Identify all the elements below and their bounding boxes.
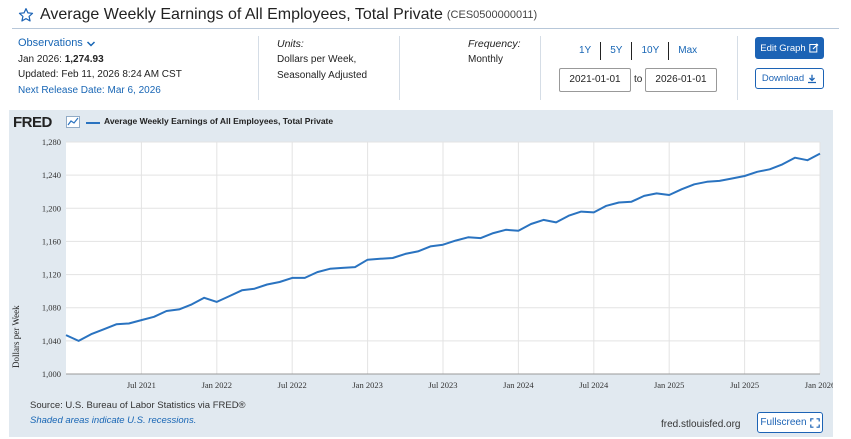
date-to-label: to [634,74,643,85]
frequency-label: Frequency: [468,38,521,50]
legend-swatch [86,122,100,124]
y-tick-label: 1,080 [42,303,61,313]
start-date-input[interactable]: 2021-01-01 [559,68,631,92]
title-row: Average Weekly Earnings of All Employees… [18,4,537,26]
units-line1: Dollars per Week, [277,54,357,65]
legend-label: Average Weekly Earnings of All Employees… [104,116,334,126]
y-tick-label: 1,120 [42,270,61,280]
x-tick-label: Jan 2022 [202,380,232,390]
y-tick-label: 1,240 [42,170,61,180]
x-tick-label: Jul 2024 [579,380,609,390]
divider [540,36,541,100]
header-divider [12,28,839,29]
units-line2: Seasonally Adjusted [277,70,368,81]
range-buttons: 1Y 5Y 10Y Max [570,42,706,60]
x-tick-label: Jan 2023 [352,380,382,390]
units-label: Units: [277,38,304,50]
y-tick-label: 1,000 [42,369,61,379]
y-tick-label: 1,200 [42,203,61,213]
edit-icon [809,43,819,53]
observations-panel: Observations Jan 2026: 1,274.93 Updated:… [18,36,182,98]
next-release-link[interactable]: Next Release Date: Mar 6, 2026 [18,84,161,96]
x-tick-label: Jan 2024 [503,380,534,390]
line-chart[interactable]: 1,000 1,040 1,080 1,120 1,160 1,200 1,240 1,280… [9,110,833,437]
updated-text: Updated: Feb 11, 2026 8:24 AM CST [18,69,182,80]
y-tick-label: 1,040 [42,336,61,346]
range-1y-button[interactable]: 1Y [579,45,592,56]
x-tick-label: Jul 2025 [730,380,759,390]
fullscreen-label: Fullscreen [760,417,807,428]
range-5y-button[interactable]: 5Y [600,42,631,60]
observation-date: Jan 2026: [18,53,62,65]
y-tick-label: 1,160 [42,236,61,246]
observation-value: 1,274.93 [64,53,104,65]
fred-url: fred.stlouisfed.org [661,419,741,430]
series-line[interactable] [65,152,821,342]
x-tick-label: Jul 2021 [127,380,156,390]
range-max-button[interactable]: Max [668,42,706,60]
star-icon[interactable] [18,7,34,23]
observations-dropdown[interactable]: Observations [18,36,182,52]
units-panel: Units: Dollars per Week, Seasonally Adju… [277,36,367,84]
edit-graph-button[interactable]: Edit Graph [755,37,824,59]
observations-label: Observations [18,37,83,49]
fullscreen-button[interactable]: Fullscreen [757,412,823,433]
divider [399,36,400,100]
chart-panel: 1,000 1,040 1,080 1,120 1,160 1,200 1,240 1,280… [9,110,833,437]
x-tick-label: Jan 2025 [654,380,684,390]
download-label: Download [761,73,805,84]
chevron-down-icon [86,41,95,47]
download-icon [808,74,817,83]
download-button[interactable]: Download [755,68,824,89]
frequency-panel: Frequency: Monthly [468,36,521,68]
x-tick-label: Jan 2026 [805,380,833,390]
y-axis-title: Dollars per Week [11,305,21,368]
divider [737,36,738,100]
x-tick-label: Jul 2022 [278,380,307,390]
recession-note-link[interactable]: Shaded areas indicate U.S. recessions. [30,415,197,426]
source-text: Source: U.S. Bureau of Labor Statistics … [30,400,246,411]
edit-graph-label: Edit Graph [760,42,806,54]
chart-icon [66,116,80,128]
page-title: Average Weekly Earnings of All Employees… [40,6,443,23]
x-tick-label: Jul 2023 [428,380,457,390]
range-10y-button[interactable]: 10Y [631,42,668,60]
fred-logo: FRED [13,114,52,131]
fullscreen-icon [809,417,820,428]
frequency-value: Monthly [468,54,504,65]
series-id: (CES0500000011) [446,9,538,21]
divider [258,36,259,100]
end-date-input[interactable]: 2026-01-01 [645,68,717,92]
y-tick-label: 1,280 [42,137,61,147]
observation-value-row: Jan 2026: 1,274.93 [18,52,182,68]
